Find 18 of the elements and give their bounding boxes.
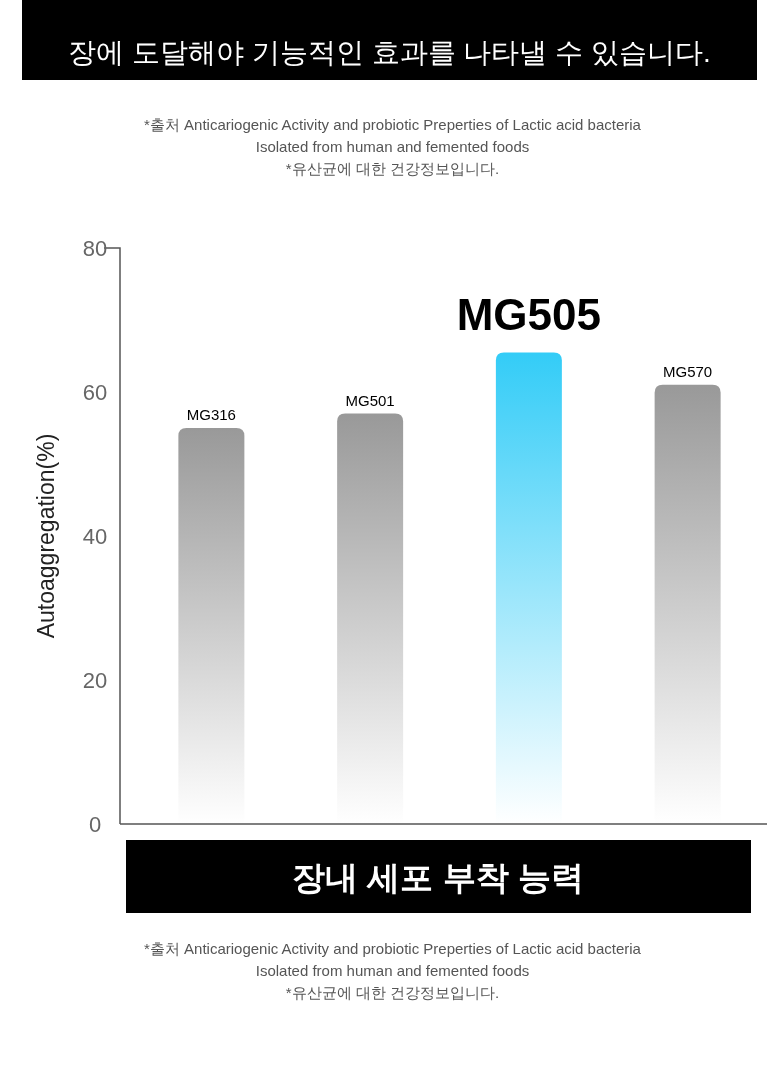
x-tick-label: MG316: [186, 406, 236, 423]
text: *유산균에 대한 건강정보입니다.: [285, 160, 500, 177]
text: *유산균에 대한 건강정보입니다.: [285, 984, 500, 1001]
y-tick-label: 20: [82, 667, 108, 693]
text: *출처 Anticariogenic Activity and probiotic Preperties of Lactic acid bacteria: [144, 940, 642, 957]
x-tick-label: MG570: [663, 362, 713, 380]
text: 장내 세포 부착 능력: [292, 859, 584, 896]
y-tick-label: 80: [82, 235, 108, 261]
x-tick-label: MG501: [345, 391, 395, 409]
text: 장에 도달해야 기능적인 효과를 나타낼 수 있습니다.: [68, 37, 711, 68]
y-tick-label: 40: [82, 523, 108, 549]
text: Isolated from human and femented foods: [255, 138, 530, 155]
x-tick-label: MG505: [456, 290, 602, 340]
y-axis-title: Autoaggregation(%): [33, 433, 59, 639]
text: *출처 Anticariogenic Activity and probiotic Preperties of Lactic acid bacteria: [144, 116, 642, 133]
y-tick-label: 0: [88, 811, 102, 837]
text: Isolated from human and femented foods: [255, 962, 530, 979]
y-tick-label: 60: [82, 379, 108, 405]
